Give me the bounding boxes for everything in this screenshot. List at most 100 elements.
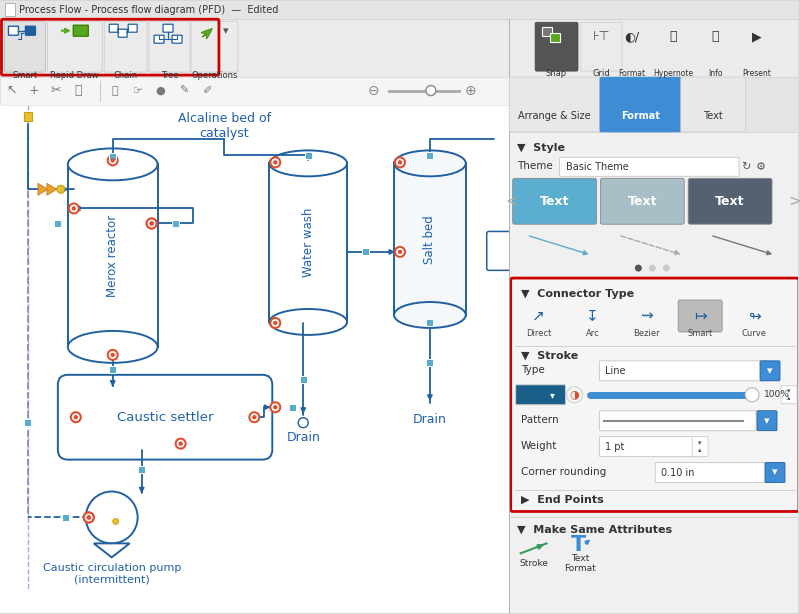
- Text: Text: Text: [540, 195, 570, 208]
- Text: 0.10 in: 0.10 in: [662, 468, 694, 478]
- FancyBboxPatch shape: [154, 35, 164, 43]
- Text: ▼  Style: ▼ Style: [517, 144, 565, 154]
- Text: T: T: [571, 535, 586, 556]
- Polygon shape: [47, 184, 57, 195]
- Text: ⇝: ⇝: [640, 308, 653, 324]
- Text: Smart: Smart: [12, 71, 38, 80]
- Ellipse shape: [270, 150, 347, 176]
- Text: Present: Present: [742, 69, 771, 78]
- Text: Basic Theme: Basic Theme: [566, 162, 628, 173]
- FancyBboxPatch shape: [9, 26, 18, 35]
- Circle shape: [72, 206, 76, 211]
- Text: ▾: ▾: [550, 390, 555, 400]
- Text: <: <: [506, 194, 518, 209]
- FancyBboxPatch shape: [128, 24, 137, 32]
- FancyBboxPatch shape: [509, 19, 798, 613]
- Text: ↦: ↦: [694, 308, 706, 324]
- FancyBboxPatch shape: [513, 178, 597, 224]
- FancyBboxPatch shape: [149, 21, 190, 72]
- Circle shape: [84, 513, 94, 523]
- Text: Text
Format: Text Format: [565, 554, 596, 573]
- Text: Drain: Drain: [286, 431, 320, 444]
- Text: Text: Text: [715, 195, 745, 208]
- Text: ⚙: ⚙: [756, 162, 766, 173]
- FancyBboxPatch shape: [104, 21, 147, 72]
- Text: ↧: ↧: [586, 308, 599, 324]
- FancyBboxPatch shape: [600, 77, 681, 132]
- Circle shape: [69, 203, 78, 214]
- Text: ▾
▴: ▾ ▴: [698, 440, 702, 453]
- FancyBboxPatch shape: [781, 386, 797, 404]
- Text: 🔍: 🔍: [111, 85, 118, 96]
- Text: ▾: ▾: [222, 26, 228, 36]
- Text: Bezier: Bezier: [633, 330, 660, 338]
- Text: ↖: ↖: [6, 84, 18, 97]
- Circle shape: [426, 85, 436, 96]
- FancyBboxPatch shape: [0, 77, 509, 104]
- Circle shape: [298, 418, 308, 428]
- FancyBboxPatch shape: [581, 22, 622, 71]
- Circle shape: [110, 158, 115, 163]
- Circle shape: [176, 438, 186, 449]
- Text: ▾
▴: ▾ ▴: [787, 388, 790, 402]
- Text: Format: Format: [618, 69, 645, 78]
- FancyBboxPatch shape: [510, 278, 799, 511]
- FancyBboxPatch shape: [26, 26, 35, 35]
- Circle shape: [270, 402, 280, 412]
- FancyBboxPatch shape: [172, 35, 182, 43]
- FancyBboxPatch shape: [394, 163, 466, 315]
- FancyBboxPatch shape: [0, 19, 798, 77]
- Circle shape: [150, 221, 154, 226]
- Text: Water wash: Water wash: [302, 208, 314, 278]
- Text: ◑: ◑: [570, 390, 579, 400]
- Circle shape: [108, 155, 118, 165]
- Text: +: +: [29, 84, 39, 97]
- Text: ✂: ✂: [50, 84, 61, 97]
- Text: Arc: Arc: [586, 330, 599, 338]
- Text: ▾: ▾: [764, 416, 770, 426]
- Circle shape: [57, 185, 65, 193]
- Circle shape: [113, 518, 118, 524]
- Text: Weight: Weight: [521, 441, 557, 451]
- FancyBboxPatch shape: [599, 411, 756, 430]
- Ellipse shape: [394, 302, 466, 328]
- Text: ⎘: ⎘: [74, 84, 82, 97]
- FancyBboxPatch shape: [599, 361, 769, 381]
- FancyBboxPatch shape: [599, 437, 701, 457]
- Text: >: >: [789, 194, 800, 209]
- Text: Operations: Operations: [191, 71, 238, 80]
- Text: ▾: ▾: [767, 366, 773, 376]
- FancyBboxPatch shape: [270, 163, 347, 322]
- Text: Rapid Draw: Rapid Draw: [50, 71, 99, 80]
- FancyBboxPatch shape: [692, 437, 708, 457]
- Text: ◐/: ◐/: [624, 30, 639, 43]
- Circle shape: [270, 318, 280, 328]
- Text: 100%: 100%: [764, 391, 790, 399]
- Circle shape: [662, 265, 670, 271]
- FancyBboxPatch shape: [509, 77, 798, 133]
- Circle shape: [395, 247, 405, 257]
- FancyBboxPatch shape: [163, 24, 173, 32]
- Circle shape: [150, 221, 154, 226]
- Circle shape: [635, 265, 642, 271]
- Text: Curve: Curve: [742, 330, 766, 338]
- Text: ⊕: ⊕: [465, 84, 477, 98]
- FancyBboxPatch shape: [542, 27, 551, 36]
- FancyBboxPatch shape: [509, 77, 600, 132]
- Text: ↬: ↬: [748, 308, 761, 324]
- Ellipse shape: [394, 150, 466, 176]
- Circle shape: [146, 219, 157, 228]
- Text: ▾: ▾: [772, 468, 778, 478]
- Text: Alcaline bed of
catalyst: Alcaline bed of catalyst: [178, 112, 271, 141]
- Text: ⊖: ⊖: [368, 84, 380, 98]
- Text: Arrange & Size: Arrange & Size: [518, 112, 591, 122]
- Text: Smart: Smart: [687, 330, 713, 338]
- Text: Drain: Drain: [413, 413, 447, 426]
- Text: ▶  End Points: ▶ End Points: [521, 494, 603, 505]
- Text: ↻: ↻: [742, 162, 750, 173]
- Circle shape: [250, 412, 259, 422]
- FancyBboxPatch shape: [760, 361, 780, 381]
- Text: ⓕ: ⓕ: [670, 30, 677, 43]
- FancyArrowPatch shape: [201, 28, 212, 39]
- Text: Merox reactor: Merox reactor: [106, 214, 119, 297]
